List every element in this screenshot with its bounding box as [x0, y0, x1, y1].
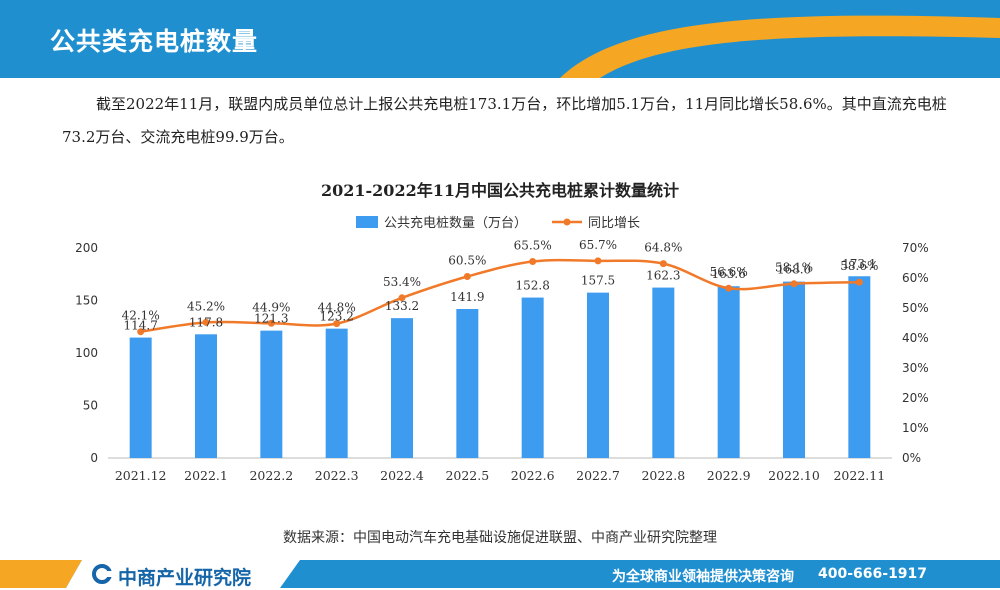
bar	[325, 328, 348, 458]
x-tick-label: 2022.6	[511, 468, 555, 483]
bar	[652, 287, 675, 458]
line-data-label: 60.5%	[448, 254, 486, 268]
y-right-tick-label: 60%	[902, 271, 929, 285]
bar-data-label: 123.2	[319, 310, 353, 324]
x-tick-label: 2022.1	[184, 468, 228, 483]
bar-data-label: 173.1	[842, 257, 876, 271]
y-right-tick-label: 20%	[902, 391, 929, 405]
y-right-tick-label: 70%	[902, 241, 929, 255]
footer-banner	[0, 560, 1000, 588]
x-tick-label: 2022.9	[707, 468, 751, 483]
y-right-tick-label: 50%	[902, 301, 929, 315]
company-logo-icon	[92, 564, 114, 584]
y-right-tick-label: 0%	[902, 451, 921, 465]
page-title: 公共类充电桩数量	[50, 27, 259, 56]
legend-bar-label: 公共充电桩数量（万台）	[384, 215, 527, 231]
bar	[195, 334, 217, 458]
y-left-tick-label: 100	[75, 346, 98, 360]
bar-data-label: 114.7	[123, 319, 157, 333]
bar-data-label: 168.0	[777, 263, 811, 277]
bar-data-label: 141.9	[450, 290, 484, 304]
y-right-tick-label: 10%	[902, 421, 929, 435]
legend-line-marker	[563, 218, 571, 226]
bar-data-label: 117.8	[189, 315, 223, 329]
line-data-label: 65.5%	[514, 239, 552, 253]
data-source: 数据来源：中国电动汽车充电基础设施促进联盟、中商产业研究院整理	[283, 530, 717, 546]
line-point	[855, 278, 863, 286]
bar	[587, 292, 609, 458]
line-data-label: 44.8%	[318, 301, 356, 315]
bar	[129, 337, 152, 458]
x-tick-label: 2022.8	[641, 468, 685, 483]
summary-text: 截至2022年11月，联盟内成员单位总计上报公共充电桩173.1万台，环比增加5…	[62, 95, 947, 146]
chart-title: 2021-2022年11月中国公共充电桩累计数量统计	[321, 181, 679, 200]
line-data-label: 44.9%	[252, 300, 290, 314]
line-data-label: 58.6%	[840, 259, 878, 273]
line-data-label: 56.6%	[710, 265, 748, 279]
legend-line-label: 同比增长	[588, 216, 640, 231]
line-data-label: 45.2%	[187, 299, 225, 313]
line-data-label: 58.1%	[775, 261, 813, 275]
footer-logo-text: 中商产业研究院	[118, 567, 252, 589]
bar	[456, 309, 479, 458]
bar-data-label: 162.3	[646, 269, 680, 283]
line-data-label: 65.7%	[579, 238, 617, 252]
line-point	[594, 257, 602, 265]
x-tick-label: 2022.10	[768, 468, 820, 483]
footer-slogan: 为全球商业领袖提供决策咨询	[612, 569, 794, 585]
line-point	[529, 258, 537, 265]
summary-paragraph: 截至2022年11月，联盟内成员单位总计上报公共充电桩173.1万台，环比增加5…	[62, 88, 962, 154]
bar-data-label: 152.8	[515, 279, 549, 293]
bar	[260, 330, 283, 458]
line-point	[790, 280, 798, 288]
x-tick-label: 2021.12	[115, 468, 167, 483]
bar	[521, 297, 544, 458]
bar	[717, 286, 740, 458]
y-left-tick-label: 150	[75, 294, 98, 308]
bar-data-label: 121.3	[254, 312, 288, 326]
line-point	[202, 318, 210, 326]
x-tick-label: 2022.11	[833, 468, 885, 483]
line-point	[463, 273, 471, 280]
bar-data-label: 133.2	[385, 299, 419, 313]
bar	[783, 281, 805, 458]
x-tick-label: 2022.3	[315, 468, 359, 483]
x-tick-label: 2022.2	[249, 468, 293, 483]
legend-bar-swatch	[356, 216, 378, 228]
bar	[848, 276, 871, 458]
growth-line	[140, 258, 860, 333]
line-data-label: 64.8%	[644, 241, 682, 255]
bar-data-label: 157.5	[581, 274, 615, 288]
x-tick-label: 2022.5	[445, 468, 489, 483]
line-point	[137, 328, 145, 336]
line-point	[398, 294, 406, 302]
y-left-tick-label: 0	[90, 451, 98, 465]
footer-phone: 400-666-1917	[818, 566, 928, 582]
line-point	[725, 284, 733, 292]
y-right-tick-label: 30%	[902, 361, 929, 375]
bar	[391, 318, 413, 458]
y-right-tick-label: 40%	[902, 331, 929, 345]
line-point	[267, 319, 275, 327]
line-point	[659, 260, 667, 268]
line-point	[333, 320, 341, 328]
line-data-label: 53.4%	[383, 275, 421, 289]
line-data-label: 42.1%	[122, 309, 160, 323]
x-tick-label: 2022.4	[380, 468, 424, 483]
bar-data-label: 163.6	[711, 267, 745, 281]
y-left-tick-label: 200	[75, 241, 98, 255]
y-left-tick-label: 50	[83, 399, 98, 413]
header-banner	[0, 0, 1000, 78]
x-tick-label: 2022.7	[576, 468, 620, 483]
